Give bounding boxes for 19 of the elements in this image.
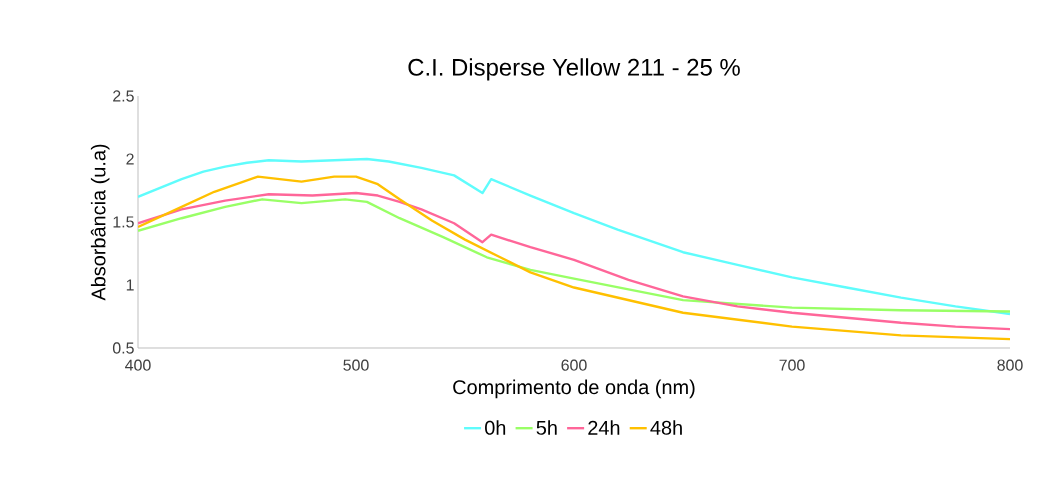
y-tick-label: 1 (126, 279, 134, 291)
x-tick-label: 500 (343, 359, 369, 371)
x-tick-label: 800 (997, 359, 1023, 371)
line-series (138, 175, 1011, 341)
y-tick-label: 0.5 (112, 342, 134, 354)
x-tick-label: 600 (561, 359, 587, 371)
legend-label: 5h (536, 420, 557, 435)
y-tick-label: 2.5 (113, 90, 134, 102)
x-tick-label: 400 (125, 359, 151, 371)
line-series (138, 198, 1011, 313)
legend-label: 48h (650, 420, 682, 435)
chart-title: C.I. Disperse Yellow 211 - 25 % (408, 58, 740, 81)
y-tick-label: 2 (126, 153, 134, 165)
legend-label: 24h (588, 420, 620, 435)
x-tick-label: 700 (779, 359, 805, 371)
x-axis-title: Comprimento de onda (nm) (453, 379, 695, 399)
y-axis-title: Absorbância (u.a) (90, 144, 110, 301)
y-tick-label: 1.5 (113, 216, 134, 228)
legend-label: 0h (485, 420, 506, 435)
